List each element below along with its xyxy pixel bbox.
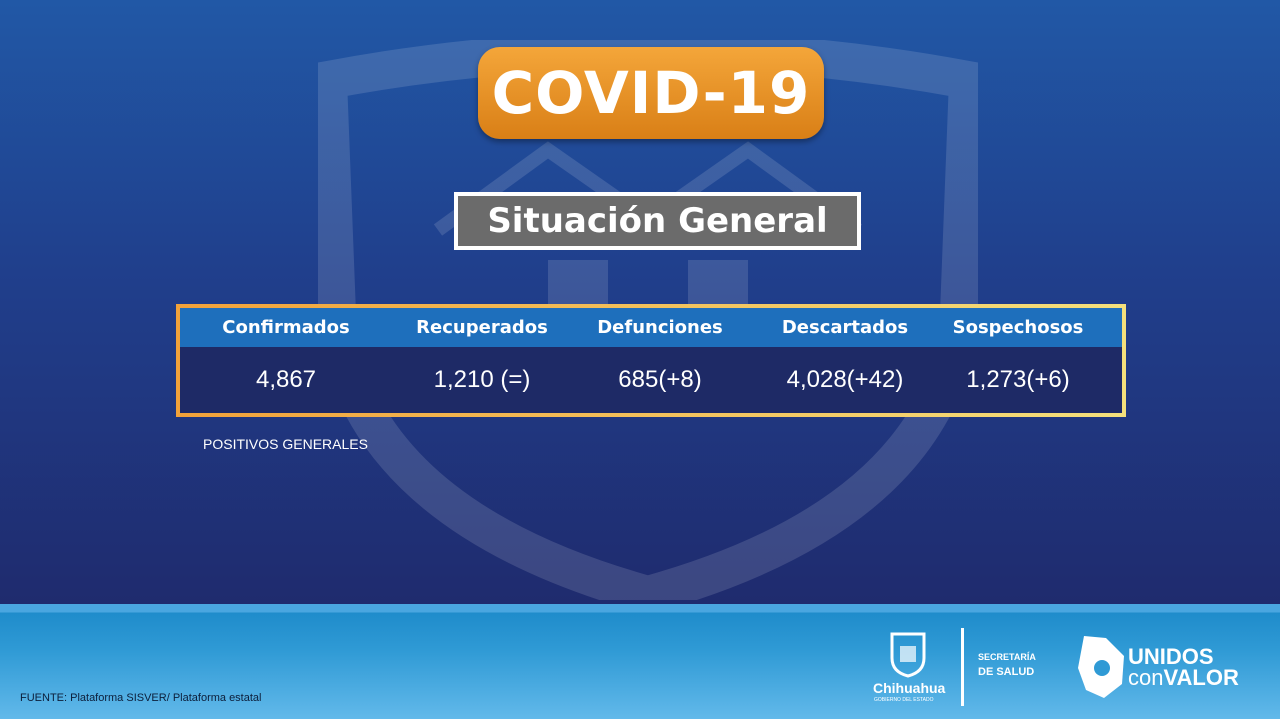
unidos-label: UNIDOS	[1128, 644, 1214, 669]
header-defunciones: Defunciones	[597, 317, 723, 338]
value-sospechosos: 1,273(+6)	[966, 366, 1070, 393]
value-confirmados: 4,867	[255, 366, 317, 393]
slide-background: COVID-19 Situación General Confirmados R…	[0, 0, 1280, 604]
header-descartados: Descartados	[781, 317, 909, 338]
value-defunciones: 685(+8)	[618, 366, 702, 393]
stats-table: Confirmados Recuperados Defunciones Desc…	[176, 304, 1126, 417]
table-header-row: Confirmados Recuperados Defunciones Desc…	[180, 308, 1122, 347]
salud-label: DE SALUD	[978, 666, 1035, 678]
unidos-state-map-logo	[1078, 636, 1124, 698]
table-value-row: 4,867 1,210 (=) 685(+8) 4,028(+42) 1,273…	[180, 347, 1122, 413]
footer-divider	[961, 628, 964, 706]
con-text: con	[1128, 665, 1164, 690]
header-confirmados: Confirmados	[222, 317, 350, 338]
source-note: FUENTE: Plataforma SISVER/ Plataforma es…	[20, 692, 262, 704]
header-sospechosos: Sospechosos	[952, 317, 1084, 338]
covid-title-badge: COVID-19	[478, 47, 824, 139]
value-recuperados: 1,210 (=)	[433, 366, 531, 393]
gobierno-label: GOBIERNO DEL ESTADO	[874, 697, 934, 703]
header-recuperados: Recuperados	[416, 317, 548, 338]
value-descartados: 4,028(+42)	[786, 366, 904, 393]
positivos-note: POSITIVOS GENERALES	[203, 436, 368, 452]
chihuahua-shield-logo	[890, 632, 926, 678]
footer-band: Chihuahua GOBIERNO DEL ESTADO SECRETARÍA…	[0, 604, 1280, 719]
valor-text: VALOR	[1163, 665, 1239, 690]
con-valor-label: conVALOR	[1128, 665, 1239, 691]
secretaria-label: SECRETARÍA	[978, 652, 1036, 662]
chihuahua-label: Chihuahua	[873, 680, 946, 696]
section-title: Situación General	[454, 192, 861, 250]
